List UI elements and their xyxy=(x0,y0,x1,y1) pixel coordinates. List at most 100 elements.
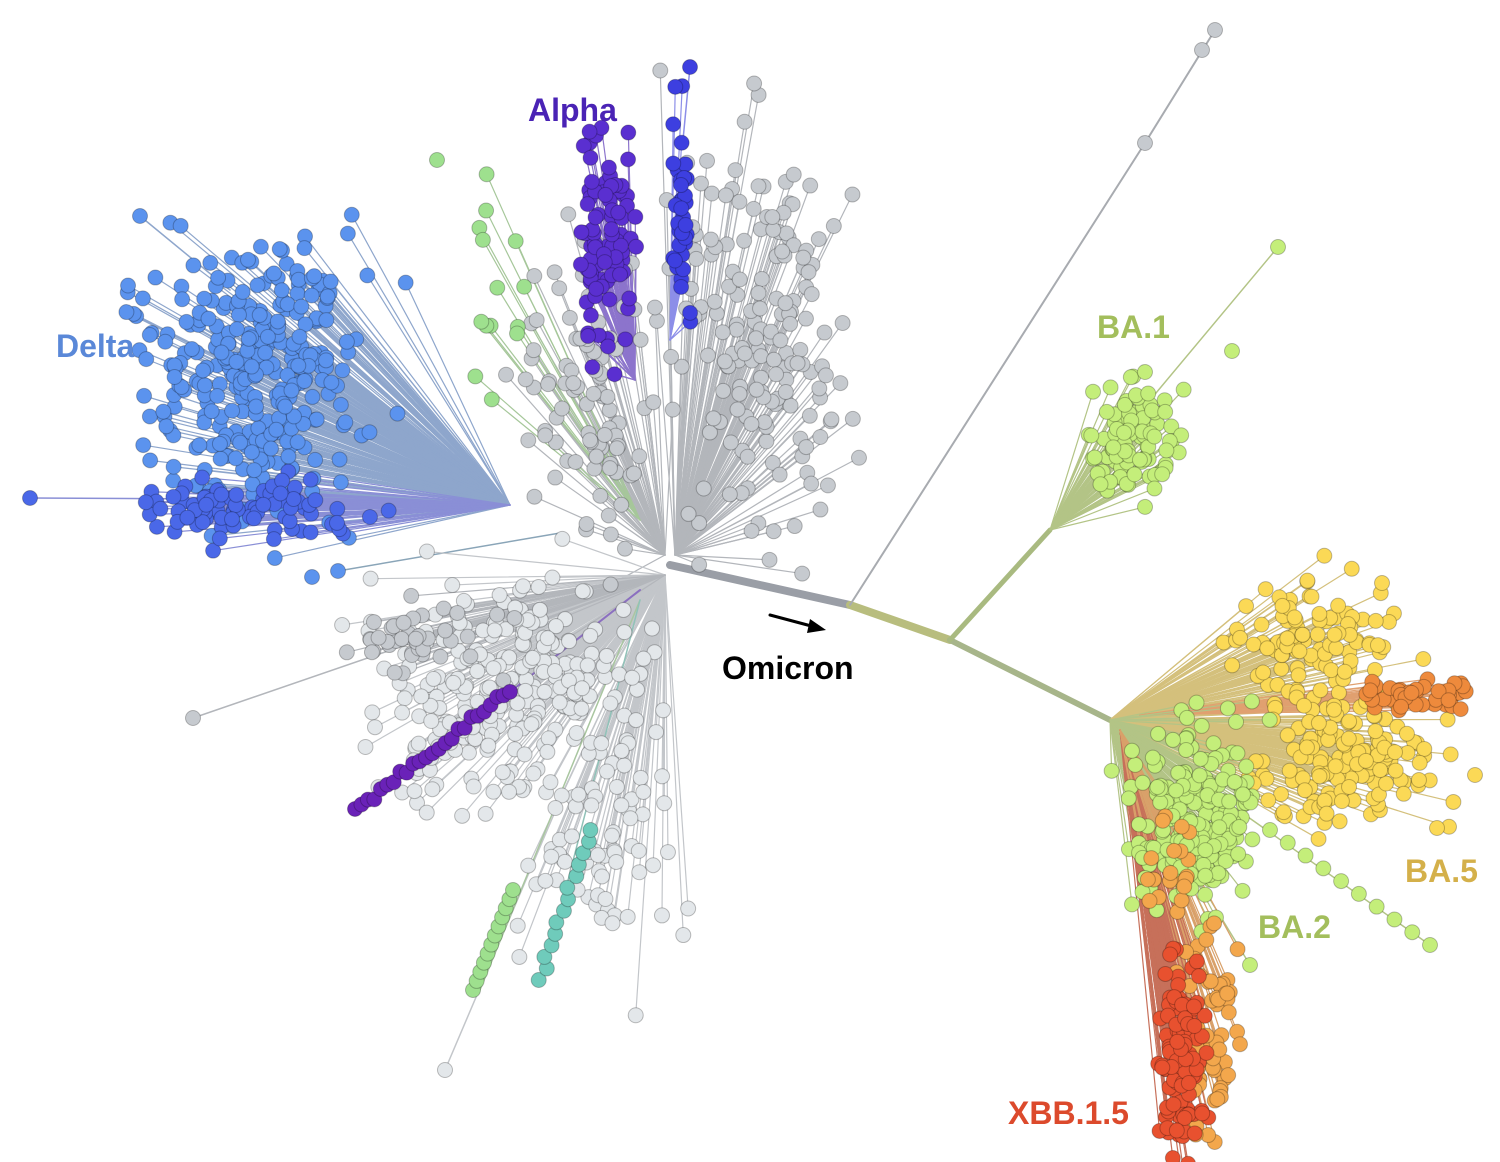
delta-tip xyxy=(329,500,346,517)
alpha-tip xyxy=(597,186,614,203)
ba1-tip xyxy=(1122,369,1139,386)
tip-node xyxy=(1194,42,1210,58)
branch xyxy=(1049,434,1092,531)
gray-tip xyxy=(782,315,799,332)
gray-tip xyxy=(750,285,767,302)
branch xyxy=(674,160,708,556)
xbb-tip xyxy=(1143,850,1160,867)
xbb-tip xyxy=(1154,812,1171,829)
branch xyxy=(1109,643,1255,721)
gray-tip xyxy=(789,355,806,372)
branch xyxy=(443,574,666,610)
light-tip xyxy=(423,712,440,729)
light-tip xyxy=(454,807,471,824)
branch xyxy=(627,574,666,918)
branch xyxy=(551,574,666,579)
branch xyxy=(656,320,676,556)
xbb-tip xyxy=(1165,1096,1182,1113)
gray-tip xyxy=(801,407,818,424)
gray-tip xyxy=(449,604,466,621)
light-tip xyxy=(515,578,532,595)
gray-tip xyxy=(816,324,833,341)
delta-tip xyxy=(210,269,227,286)
gray-tip xyxy=(736,113,753,130)
ba2-tip xyxy=(1350,885,1367,902)
ba2-tip xyxy=(1386,911,1403,928)
gray-tip xyxy=(812,501,829,518)
delta-tip xyxy=(307,451,324,468)
delta-tip xyxy=(213,344,230,361)
omicron-arrow xyxy=(768,613,817,629)
light-tip xyxy=(418,804,435,821)
branch xyxy=(674,293,813,556)
ba5-tip xyxy=(1372,762,1389,779)
gray-tip xyxy=(774,243,791,260)
ba5-tip xyxy=(1340,730,1357,747)
ba5-tip xyxy=(1245,636,1262,653)
branch xyxy=(505,374,666,556)
branch xyxy=(337,532,561,572)
branch xyxy=(1109,707,1229,721)
light-tip xyxy=(680,900,697,917)
xbb-tip xyxy=(1169,1033,1186,1050)
delta-tip xyxy=(147,269,164,286)
gray-tip xyxy=(817,367,834,384)
branch xyxy=(674,522,759,556)
xbb-tip xyxy=(1190,968,1207,985)
delta-tip xyxy=(361,508,378,525)
branch xyxy=(1049,473,1163,531)
light-tip xyxy=(445,674,462,691)
light-tip xyxy=(644,620,661,637)
gray-tip xyxy=(459,628,476,645)
ba5-tip xyxy=(1274,597,1291,614)
light-tip xyxy=(616,757,633,774)
ba5-tip xyxy=(1357,752,1374,769)
gray-tip xyxy=(602,526,619,543)
xbb-tip xyxy=(1141,892,1158,909)
delta-tip xyxy=(361,424,378,441)
ba5-tip xyxy=(1279,630,1296,647)
delta-tip xyxy=(273,282,290,299)
ba2-tip xyxy=(1120,790,1137,807)
gray-tip xyxy=(432,648,449,665)
gray-tip xyxy=(338,644,355,661)
delta-tip xyxy=(203,403,220,420)
gray-tip xyxy=(803,475,820,492)
gray-tip xyxy=(777,383,794,400)
branch xyxy=(330,381,511,506)
gray-tip xyxy=(525,342,542,359)
teal-tip xyxy=(582,822,599,838)
gray-tip xyxy=(800,264,817,281)
alpha-tip xyxy=(610,204,627,221)
delta-tip xyxy=(194,514,211,531)
branch xyxy=(1109,605,1284,721)
gray-tip xyxy=(625,465,642,482)
tip-node xyxy=(509,325,526,342)
light-tip xyxy=(553,787,570,804)
gray-tip xyxy=(823,411,840,428)
delta-tip xyxy=(291,328,308,345)
ba5-tip xyxy=(1318,805,1335,822)
gray-tip xyxy=(832,375,849,392)
gray-tip xyxy=(714,324,731,341)
ba2-tip xyxy=(1152,794,1169,811)
delta-tip xyxy=(257,344,274,361)
label-ba2: BA.2 xyxy=(1258,909,1331,945)
ba2-tip xyxy=(1219,700,1236,717)
ba5-tip xyxy=(1303,588,1320,605)
delta-tip xyxy=(265,531,282,548)
delta-tip xyxy=(272,485,289,502)
delta-tip xyxy=(174,291,191,308)
branch xyxy=(293,384,511,506)
light-tip xyxy=(542,774,559,791)
light-tip xyxy=(604,915,621,932)
light-tip xyxy=(410,735,427,752)
light-tip xyxy=(635,650,652,667)
delta-tip xyxy=(302,524,319,541)
delta-tip xyxy=(243,358,260,375)
gray-tip xyxy=(462,648,479,665)
teal-tip xyxy=(559,879,576,896)
delta-tip xyxy=(306,268,323,285)
